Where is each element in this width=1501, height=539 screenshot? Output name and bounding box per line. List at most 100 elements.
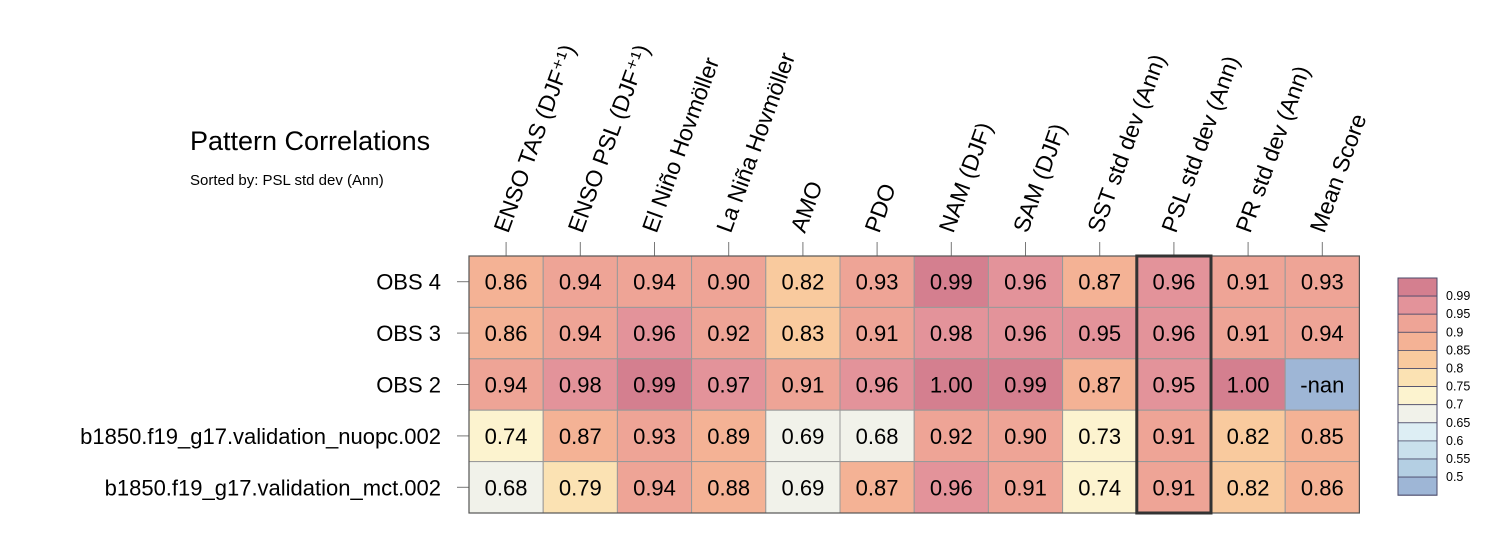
cell-value-label: 0.68 — [856, 424, 899, 449]
cell-value-label: 0.82 — [1227, 475, 1270, 500]
cell-value-label: 0.96 — [930, 475, 973, 500]
row-label: b1850.f19_g17.validation_mct.002 — [105, 475, 441, 500]
cell-value-label: 0.91 — [1152, 475, 1195, 500]
heatmap-border — [468, 255, 1361, 514]
cell-value-label: 0.91 — [1004, 475, 1047, 500]
colorbar-level-label: 0.65 — [1446, 416, 1470, 430]
cell-value-label: 0.94 — [559, 321, 602, 346]
cell-value-label: 0.89 — [707, 424, 750, 449]
row-label: OBS 3 — [376, 321, 441, 346]
cell-value-label: 0.98 — [930, 321, 973, 346]
colorbar-level-label: 0.99 — [1446, 289, 1470, 303]
cell-value-label: 0.83 — [781, 321, 824, 346]
chart-subtitle: Sorted by: PSL std dev (Ann) — [190, 172, 384, 189]
heatmap-cell — [616, 461, 693, 514]
colorbar-swatch — [1397, 422, 1438, 442]
column-label: El Niño Hovmöller — [637, 54, 724, 236]
column-label: SAM (DJF) — [1008, 120, 1071, 236]
heatmap-cell — [839, 461, 915, 514]
cell-value-label: 0.69 — [781, 424, 824, 449]
column-label: PSL std dev (Ann) — [1156, 52, 1244, 235]
heatmap-cell — [1210, 461, 1286, 514]
cell-value-label: 0.91 — [1152, 424, 1195, 449]
colorbar-level-label: 0.7 — [1446, 398, 1463, 412]
heatmap-cell — [1062, 409, 1138, 463]
colorbar-swatch — [1397, 277, 1438, 297]
heatmap-cell — [913, 255, 989, 308]
cell-value-label: 0.96 — [633, 321, 676, 346]
heatmap-cell — [987, 306, 1064, 360]
colorbar-swatch — [1397, 476, 1438, 496]
cell-value-label: 0.94 — [1301, 321, 1344, 346]
heatmap-cell — [691, 409, 767, 463]
cell-value-label: 1.00 — [930, 373, 973, 398]
heatmap-cell — [1284, 255, 1360, 308]
column-labels: ENSO TAS (DJF⁺¹)ENSO PSL (DJF⁺¹)El Niño … — [488, 41, 1371, 256]
heatmap-cell — [468, 461, 544, 514]
heatmap-cell — [1136, 358, 1212, 411]
row-label: OBS 2 — [376, 373, 441, 398]
column-label: ENSO TAS (DJF⁺¹) — [488, 41, 580, 236]
cell-value-label: 0.93 — [1301, 270, 1344, 295]
cell-value-label: 0.91 — [856, 321, 899, 346]
cell-value-label: 0.96 — [856, 373, 899, 398]
cell-value-label: 0.94 — [633, 270, 676, 295]
cell-value-label: 0.96 — [1004, 270, 1047, 295]
column-label: AMO — [785, 178, 827, 236]
cell-value-label: 0.91 — [781, 373, 824, 398]
cell-value-label: 0.74 — [1078, 475, 1121, 500]
column-label: Mean Score — [1305, 110, 1372, 235]
cell-value-label: 0.91 — [1227, 270, 1270, 295]
cell-value-label: 0.97 — [707, 373, 750, 398]
cell-value-label: 0.86 — [485, 270, 528, 295]
heatmap-cell — [987, 409, 1064, 463]
heatmap-cell — [913, 409, 989, 463]
cell-value-label: 0.95 — [1078, 321, 1121, 346]
cell-value-label: 0.94 — [559, 270, 602, 295]
heatmap-cell — [1210, 358, 1286, 411]
cell-value-label: 0.86 — [1301, 475, 1344, 500]
colorbar-swatch — [1397, 331, 1438, 351]
heatmap-cell — [542, 306, 618, 360]
colorbar-frame — [1397, 277, 1438, 496]
cell-value-label: 0.87 — [1078, 270, 1121, 295]
heatmap-cell — [987, 358, 1064, 411]
heatmap-cell — [765, 255, 841, 308]
colorbar-level-label: 0.9 — [1446, 325, 1463, 339]
colorbar-level-label: 0.5 — [1446, 470, 1463, 484]
heatmap-cell — [616, 255, 693, 308]
heatmap-cell — [468, 409, 544, 463]
cell-value-label: 0.98 — [559, 373, 602, 398]
colorbar-swatch — [1397, 386, 1438, 406]
cell-value-label: 0.87 — [856, 475, 899, 500]
colorbar-level-label: 0.85 — [1446, 343, 1470, 357]
heatmap-cell — [616, 306, 693, 360]
heatmap-cell — [839, 306, 915, 360]
colorbar-swatch — [1397, 440, 1438, 460]
heatmap-cell — [542, 409, 618, 463]
column-label: ENSO PSL (DJF⁺¹) — [563, 41, 655, 236]
cell-value-label: 0.85 — [1301, 424, 1344, 449]
colorbar-swatch — [1397, 404, 1438, 424]
cell-value-label: 0.87 — [1078, 373, 1121, 398]
cell-value-label: 0.69 — [781, 475, 824, 500]
highlighted-column-box — [1135, 254, 1213, 515]
heatmap-cell — [691, 306, 767, 360]
cell-value-label: 0.92 — [707, 321, 750, 346]
cell-value-label: 0.96 — [1152, 270, 1195, 295]
heatmap-cell — [1284, 409, 1360, 463]
column-label: La Niña Hovmöller — [711, 49, 800, 236]
heatmap-cell — [765, 306, 841, 360]
cell-value-label: 0.87 — [559, 424, 602, 449]
colorbar-swatch — [1397, 349, 1438, 369]
heatmap-cells: 0.86 0.94 0.94 0.90 0.82 0.93 0.99 0.96 0.87 0.96… — [468, 254, 1361, 515]
cell-value-label: 0.82 — [1227, 424, 1270, 449]
cell-value-label: 0.74 — [485, 424, 528, 449]
cell-value-label: 0.96 — [1152, 321, 1195, 346]
heatmap-cell — [542, 358, 618, 411]
colorbar-level-label: 0.55 — [1446, 452, 1470, 466]
cell-value-label: 0.90 — [707, 270, 750, 295]
cell-value-label: 0.99 — [1004, 373, 1047, 398]
heatmap-cell — [542, 461, 618, 514]
